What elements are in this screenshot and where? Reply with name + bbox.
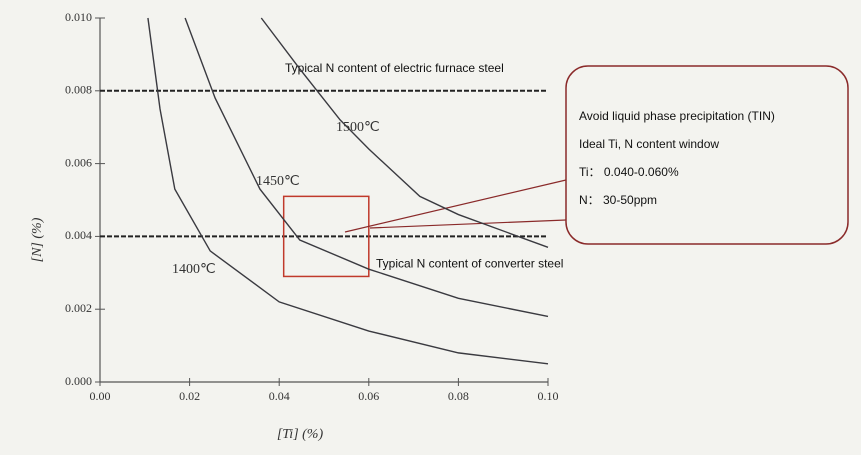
y-axis-label: [N] (%) [30, 217, 45, 262]
curve [184, 17, 549, 318]
x-tick-label: 0.04 [269, 389, 290, 403]
callout-text: Ti： 0.040-0.060% [579, 165, 679, 179]
highlight-box [282, 195, 370, 278]
callout-text: Avoid liquid phase precipitation (TIN) [579, 109, 775, 123]
curve-label: 1400℃ [172, 262, 216, 277]
y-tick-label: 0.000 [65, 374, 92, 388]
callout-pointer [369, 219, 567, 229]
curve [147, 17, 549, 365]
x-tick-label: 0.00 [90, 389, 111, 403]
annotation: Typical N content of converter steel [376, 257, 563, 271]
x-tick-label: 0.06 [358, 389, 379, 403]
x-axis-label: [Ti] (%) [277, 427, 324, 442]
callout-text: N： 30-50ppm [579, 193, 657, 207]
x-tick-label: 0.10 [538, 389, 559, 403]
curve [260, 17, 549, 248]
y-tick-label: 0.002 [65, 301, 92, 315]
curve-label: 1450℃ [256, 174, 300, 189]
callout-box [565, 65, 849, 245]
y-tick-label: 0.004 [65, 228, 92, 242]
y-tick-label: 0.006 [65, 155, 92, 169]
curve-label: 1500℃ [336, 120, 380, 135]
y-tick-label: 0.008 [65, 83, 92, 97]
callout-text: Ideal Ti, N content window [579, 137, 719, 151]
x-tick-label: 0.08 [448, 389, 469, 403]
callout-pointer [344, 179, 567, 233]
annotation: Typical N content of electric furnace st… [285, 61, 504, 75]
y-tick-label: 0.010 [65, 10, 92, 24]
x-tick-label: 0.02 [179, 389, 200, 403]
